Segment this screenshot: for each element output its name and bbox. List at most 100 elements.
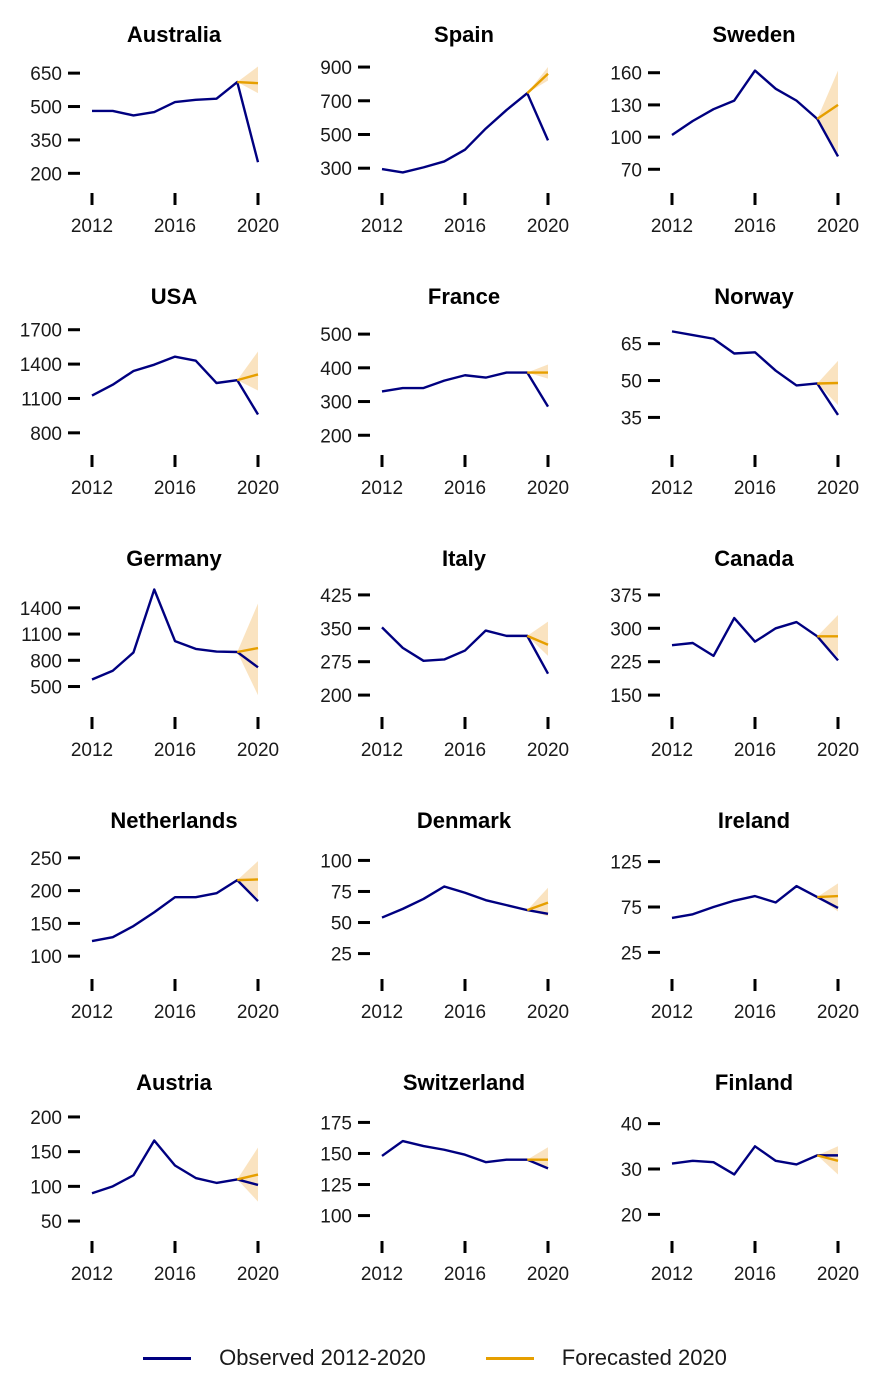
panel-title-sweden: Sweden [712, 22, 795, 47]
y-tick-label: 125 [320, 1176, 352, 1197]
legend-item-forecast: Forecasted 2020 [485, 1345, 727, 1371]
forecast-line-spain [526, 72, 549, 95]
x-tick-label: 2012 [361, 1264, 403, 1285]
y-tick-label: 75 [331, 882, 352, 903]
y-tick-label: 30 [621, 1160, 642, 1181]
observed-line-canada [671, 616, 839, 662]
x-tick-label: 2020 [817, 216, 859, 237]
x-tick-label: 2016 [154, 1264, 196, 1285]
legend: Observed 2012-2020 Forecasted 2020 [0, 1338, 870, 1378]
x-tick-label: 2020 [237, 1264, 279, 1285]
y-tick-label: 20 [621, 1205, 642, 1226]
x-tick-label: 2016 [734, 478, 776, 499]
x-tick-label: 2016 [444, 478, 486, 499]
y-tick-label: 50 [621, 372, 642, 393]
legend-swatch-observed [143, 1356, 192, 1360]
y-tick-label: 160 [610, 64, 642, 85]
x-tick-label: 2012 [361, 478, 403, 499]
panel-usa: USA 800 1100 1400 1700 2012 2016 2020 [20, 284, 279, 499]
panel-title-germany: Germany [126, 546, 222, 571]
y-tick-label: 650 [30, 64, 62, 85]
y-tick-label: 200 [30, 1108, 62, 1129]
panel-australia: Australia 200 350 500 650 2012 2016 2020 [30, 22, 279, 237]
y-tick-label: 130 [610, 96, 642, 117]
y-tick-label: 500 [320, 125, 352, 146]
y-tick-label: 25 [621, 943, 642, 964]
y-tick-label: 75 [621, 898, 642, 919]
y-tick-label: 40 [621, 1115, 642, 1136]
panel-france: France 200 300 400 500 2012 2016 2020 [320, 284, 569, 499]
y-tick-label: 1100 [21, 625, 62, 646]
observed-line-usa [91, 355, 260, 416]
x-tick-label: 2016 [734, 1264, 776, 1285]
y-tick-label: 150 [610, 686, 642, 707]
y-tick-label: 200 [30, 882, 62, 903]
y-tick-label: 500 [30, 98, 62, 119]
x-tick-label: 2016 [444, 216, 486, 237]
x-tick-label: 2016 [734, 1002, 776, 1023]
y-tick-label: 150 [30, 1143, 62, 1164]
y-tick-label: 175 [320, 1113, 352, 1134]
small-multiples-grid: Australia 200 350 500 650 2012 2016 2020 Spain 30… [20, 22, 859, 1285]
observed-line-france [381, 371, 550, 408]
y-tick-label: 70 [621, 160, 642, 181]
x-tick-label: 2020 [237, 1002, 279, 1023]
x-tick-label: 2020 [237, 478, 279, 499]
forecast-line-italy [526, 634, 549, 646]
x-tick-label: 2012 [71, 478, 113, 499]
legend-item-observed: Observed 2012-2020 [143, 1345, 426, 1371]
panel-germany: Germany 500 800 1100 1400 2012 2016 2020 [20, 546, 279, 761]
y-tick-label: 225 [610, 653, 642, 674]
observed-line-austria [91, 1139, 259, 1195]
y-tick-label: 25 [331, 945, 352, 966]
y-tick-label: 400 [320, 359, 352, 380]
panel-denmark: Denmark 25 50 75 100 2012 2016 2020 [320, 808, 569, 1023]
y-tick-label: 1100 [21, 389, 62, 410]
observed-line-switzerland [381, 1139, 549, 1170]
y-tick-label: 350 [320, 619, 352, 640]
forecast-band-italy [527, 621, 548, 656]
panel-netherlands: Netherlands 100 150 200 250 2012 2016 2020 [30, 808, 279, 1023]
x-tick-label: 2012 [71, 1264, 113, 1285]
x-tick-label: 2012 [71, 1002, 113, 1023]
x-tick-label: 2012 [651, 1264, 693, 1285]
x-tick-label: 2012 [361, 740, 403, 761]
observed-line-germany [91, 588, 259, 681]
y-tick-label: 425 [320, 586, 352, 607]
observed-line-netherlands [91, 878, 259, 943]
observed-line-finland [671, 1145, 838, 1176]
panel-title-canada: Canada [714, 546, 794, 571]
x-tick-label: 2012 [651, 216, 693, 237]
x-tick-label: 2020 [527, 216, 569, 237]
forecast-line-denmark [526, 901, 549, 912]
x-tick-label: 2016 [154, 478, 196, 499]
forecast-line-sweden [816, 103, 839, 120]
panel-title-austria: Austria [136, 1070, 213, 1095]
x-tick-label: 2012 [651, 740, 693, 761]
panel-finland: Finland 20 30 40 2012 2016 2020 [621, 1070, 859, 1285]
y-tick-label: 50 [331, 914, 352, 935]
y-tick-label: 900 [320, 58, 352, 79]
panel-title-france: France [428, 284, 500, 309]
forecast-line-usa [236, 373, 259, 382]
panel-title-norway: Norway [714, 284, 794, 309]
forecast-line-ireland [817, 894, 839, 899]
panel-switzerland: Switzerland 100 125 150 175 2012 2016 2020 [320, 1070, 569, 1285]
observed-line-denmark [381, 885, 549, 919]
y-tick-label: 100 [30, 1177, 62, 1198]
x-tick-label: 2012 [651, 1002, 693, 1023]
y-tick-label: 125 [610, 853, 642, 874]
observed-line-italy [381, 626, 550, 675]
y-tick-label: 375 [610, 586, 642, 607]
y-tick-label: 300 [610, 619, 642, 640]
x-tick-label: 2012 [71, 740, 113, 761]
y-tick-label: 700 [320, 92, 352, 113]
observed-line-spain [381, 91, 550, 174]
y-tick-label: 200 [320, 426, 352, 447]
forecast-band-austria [237, 1147, 258, 1202]
observed-line-norway [671, 330, 840, 416]
panel-italy: Italy 200 275 350 425 2012 2016 2020 [320, 546, 569, 761]
observed-line-australia [92, 80, 260, 163]
forecast-line-austria [236, 1173, 259, 1181]
x-tick-label: 2016 [444, 1002, 486, 1023]
